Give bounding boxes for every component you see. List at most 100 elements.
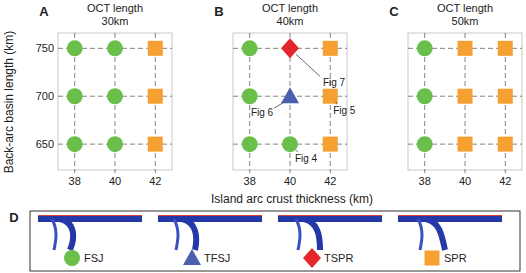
tick <box>505 170 506 173</box>
slab <box>296 219 300 250</box>
tick <box>249 170 250 173</box>
model-snapshot <box>38 216 142 251</box>
tick-label: 42 <box>149 175 161 187</box>
y-axis-label: Back-arc basin length (km) <box>2 31 16 174</box>
tick-label: 42 <box>499 175 511 187</box>
model-snapshot <box>398 216 502 251</box>
point <box>417 136 433 152</box>
legend-panel: DFSJTFSJTSPRSPR <box>9 210 520 271</box>
point <box>458 89 473 104</box>
tick-label: 38 <box>419 175 431 187</box>
legend-marker <box>183 249 201 265</box>
tick <box>74 170 75 173</box>
slab <box>418 219 422 250</box>
panel-label: B <box>214 4 223 19</box>
marks <box>67 40 163 152</box>
annotation-line <box>274 102 284 108</box>
crust <box>38 215 142 216</box>
point <box>242 40 258 56</box>
annotation: Fig 7 <box>323 77 346 88</box>
legend-label: SPR <box>444 252 467 264</box>
point <box>282 136 298 152</box>
title: OCT length <box>87 2 143 14</box>
legend-label: FSJ <box>84 252 104 264</box>
point <box>323 137 338 152</box>
legend-marker <box>64 250 80 266</box>
marks <box>242 38 338 152</box>
model-snapshot <box>158 216 262 251</box>
point <box>458 137 473 152</box>
legend-frame <box>30 211 520 271</box>
tick-label: 750 <box>36 42 54 54</box>
crust <box>278 215 382 216</box>
point <box>281 38 299 58</box>
slab <box>174 219 178 250</box>
point <box>67 136 83 152</box>
x-axis-label: Island arc crust thickness (km) <box>211 192 373 206</box>
tick <box>330 170 331 173</box>
model-snapshot <box>278 216 382 251</box>
panel: OCT length40kmB384042Fig 7Fig 6Fig 5Fig … <box>214 2 356 187</box>
panel-label: A <box>39 4 49 19</box>
point <box>498 41 513 56</box>
plate <box>278 216 382 222</box>
point <box>242 136 258 152</box>
point <box>107 40 123 56</box>
tick-label: 40 <box>109 175 121 187</box>
tick <box>424 170 425 173</box>
point <box>148 89 163 104</box>
tick-label: 700 <box>36 90 54 102</box>
tick-label: 650 <box>36 138 54 150</box>
slab <box>304 219 320 250</box>
slab <box>52 219 56 250</box>
legend-marker <box>425 251 440 266</box>
slab <box>182 219 196 250</box>
figure: OCT length30kmA384042650700750OCT length… <box>0 0 526 273</box>
point <box>242 88 258 104</box>
subtitle: 30km <box>102 15 129 27</box>
annotation-line <box>296 150 298 152</box>
annotation: Fig 5 <box>333 105 356 116</box>
point <box>107 88 123 104</box>
title: OCT length <box>437 2 493 14</box>
point <box>417 88 433 104</box>
point <box>458 41 473 56</box>
title: OCT length <box>262 2 318 14</box>
tick-label: 40 <box>459 175 471 187</box>
panel: OCT length50kmC384042 <box>389 2 522 187</box>
point <box>417 40 433 56</box>
legend-marker <box>303 248 321 268</box>
annotation-line <box>336 102 337 104</box>
plot-frame <box>58 33 172 170</box>
marks <box>417 40 513 152</box>
tick-label: 40 <box>284 175 296 187</box>
point <box>107 136 123 152</box>
point <box>67 88 83 104</box>
point <box>67 40 83 56</box>
tick <box>115 170 116 173</box>
plate <box>398 216 502 222</box>
panel-label: D <box>9 210 18 225</box>
point <box>498 137 513 152</box>
point <box>323 41 338 56</box>
subtitle: 40km <box>277 15 304 27</box>
legend-label: TFSJ <box>204 252 230 264</box>
panel-label: C <box>389 4 399 19</box>
tick <box>465 170 466 173</box>
tick-label: 42 <box>324 175 336 187</box>
plot-frame <box>233 33 347 170</box>
tick <box>290 170 291 173</box>
crust <box>158 215 262 216</box>
point <box>281 87 299 103</box>
point <box>498 89 513 104</box>
point <box>148 137 163 152</box>
annotation-line <box>296 54 320 76</box>
slab <box>60 219 73 250</box>
point <box>323 89 338 104</box>
plot-frame <box>408 33 522 170</box>
slab <box>426 219 445 250</box>
tick <box>155 170 156 173</box>
tick-label: 38 <box>244 175 256 187</box>
panel: OCT length30km A 38 40 42 650 700 750 <box>36 2 172 187</box>
tick-label: 38 <box>69 175 81 187</box>
